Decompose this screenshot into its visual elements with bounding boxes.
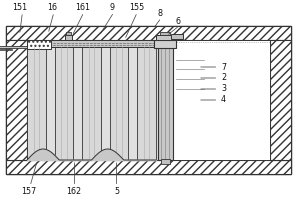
Text: 155: 155: [129, 2, 144, 11]
Bar: [0, 49, 12, 50]
Text: 161: 161: [75, 2, 90, 11]
Text: 3: 3: [221, 84, 226, 93]
Bar: [82, 47, 101, 160]
Bar: [6, 160, 291, 174]
Bar: [137, 47, 156, 160]
Text: 5: 5: [114, 188, 120, 196]
Text: 6: 6: [176, 17, 181, 25]
Text: 16: 16: [47, 2, 58, 11]
Text: 9: 9: [110, 2, 115, 11]
Bar: [156, 35, 174, 40]
Bar: [55, 47, 74, 160]
Bar: [27, 40, 51, 49]
Bar: [160, 159, 169, 164]
Text: 4: 4: [221, 96, 226, 104]
Text: 7: 7: [221, 62, 226, 72]
Bar: [66, 32, 70, 35]
Text: 8: 8: [158, 8, 163, 18]
Bar: [64, 35, 72, 40]
Text: 2: 2: [221, 73, 226, 82]
Bar: [27, 47, 46, 160]
Bar: [171, 34, 183, 39]
Bar: [6, 40, 27, 160]
Text: 157: 157: [21, 188, 36, 196]
Bar: [270, 40, 291, 160]
Text: 162: 162: [66, 188, 81, 196]
Bar: [160, 32, 170, 35]
Bar: [158, 40, 172, 160]
Bar: [172, 40, 270, 160]
Bar: [154, 40, 176, 48]
Bar: [6, 26, 291, 40]
Bar: [6, 26, 291, 174]
Bar: [27, 40, 158, 47]
Bar: [110, 47, 128, 160]
Bar: [0, 46, 32, 48]
Text: 151: 151: [12, 2, 27, 11]
